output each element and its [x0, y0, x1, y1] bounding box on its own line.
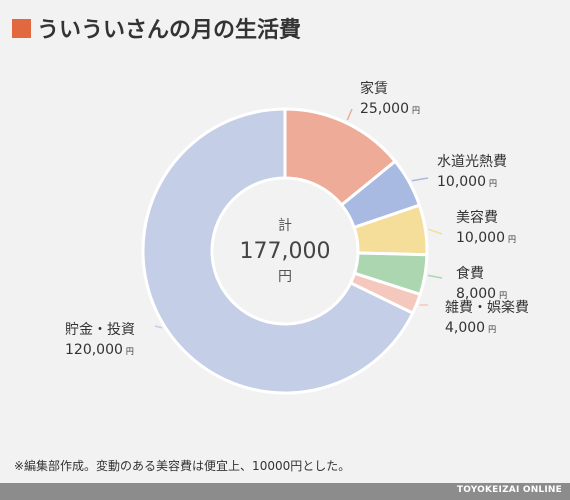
leader-line-0 [346, 108, 353, 121]
slice-label-1: 水道光熱費 [437, 154, 507, 170]
footer-bar: TOYOKEIZAI ONLINE [0, 483, 570, 500]
leader-line-3 [427, 274, 443, 279]
slice-value-2: 10,000 円 [456, 230, 516, 246]
footnote: ※編集部作成。変動のある美容費は便宜上、10000円とした。 [14, 459, 351, 473]
leader-line-2 [428, 228, 443, 235]
leader-line-1 [411, 177, 429, 182]
leader-line-5 [154, 325, 163, 329]
title-text: ういういさんの月の生活費 [37, 18, 302, 43]
slice-label-2: 美容費 [456, 209, 498, 226]
slice-label-5: 貯金・投資 [65, 322, 135, 338]
footer-brand: TOYOKEIZAI ONLINE [456, 485, 562, 495]
chart-title: ういういさんの月の生活費 [12, 12, 301, 44]
slice-value-5: 120,000 円 [65, 342, 134, 358]
slice-value-1: 10,000 円 [437, 174, 497, 190]
slice-label-3: 食費 [456, 265, 484, 282]
center-unit: 円 [278, 269, 292, 285]
center-total: 177,000 [240, 239, 331, 264]
slice-value-4: 4,000 円 [445, 320, 496, 336]
center-label-top: 計 [278, 218, 292, 234]
slice-value-0: 25,000 円 [360, 101, 420, 117]
slice-label-0: 家賃 [360, 80, 388, 97]
title-square-icon [12, 18, 31, 38]
slice-label-4: 雑費・娯楽費 [445, 300, 529, 316]
slice-value-3: 8,000 円 [456, 286, 507, 302]
slice-5 [141, 107, 415, 395]
